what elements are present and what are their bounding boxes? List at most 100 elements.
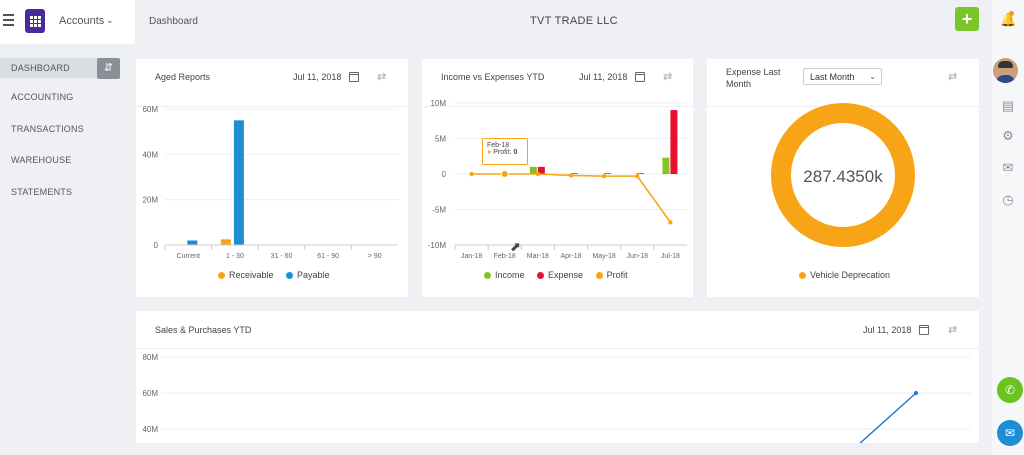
point-profit [568,173,574,178]
legend-dot-profit [595,272,603,279]
refresh-icon[interactable]: ⇄ [948,71,958,83]
sidebar-item-warehouse[interactable]: WAREHOUSE [11,155,72,165]
card-title: Sales & Purchases YTD [155,325,252,335]
legend-dot-income [484,272,491,279]
avatar[interactable] [993,58,1018,83]
legend-dot-payable [286,272,294,279]
x-tick-label: Jul-18 [661,253,680,260]
calendar-icon[interactable] [919,325,929,335]
x-tick-label: 1 - 30 [226,253,244,260]
card-header: Aged Reports Jul 11, 2018 ⇄ [136,59,408,107]
aged-reports-card: Aged Reports Jul 11, 2018 ⇄ 60M 40M 20M 0 Cu… [136,59,408,297]
sidebar-item-dashboard[interactable]: DASHBOARD [0,58,97,78]
layout-icon[interactable]: ▤ [1001,98,1015,113]
x-tick-label: 61 - 90 [317,253,339,260]
legend-dot-receivable [218,272,225,279]
y-tick-label: 10M [430,99,446,108]
card-title: Income vs Expenses YTD [441,72,545,82]
sidebar-item-accounting[interactable]: ACCOUNTING [11,92,74,102]
chat-icon[interactable]: ✉ [997,420,1023,446]
clock-icon[interactable]: ◷ [1002,192,1014,207]
chart-legend: Receivable Payable [208,270,330,280]
card-date[interactable]: Jul 11, 2018 [293,72,342,82]
bar-expense [571,173,578,174]
donut-center-value: 287.4350k [803,167,883,186]
bar-payable [187,240,198,245]
x-tick-label: > 90 [368,253,382,260]
chevron-down-icon[interactable]: ⌄ [106,15,114,25]
tooltip-title: Feb-18 [487,142,510,149]
income-expenses-chart: 10M 5M 0 -5M -10M Jan-18 Feb-18 Mar-18 Apr-18 May… [428,99,687,260]
calendar-icon[interactable] [635,72,645,82]
breadcrumb: Dashboard [149,16,198,27]
bar-income [529,166,537,174]
top-bar: Accounts ⌄ Dashboard TVT TRADE LLC + [0,0,992,44]
point-profit [500,170,509,178]
chart-legend: Vehicle Deprecation [789,270,890,280]
card-date[interactable]: Jul 11, 2018 [863,325,912,335]
refresh-icon[interactable]: ⇄ [663,71,673,83]
card-title-line2: Month [726,79,752,89]
brand-area: Accounts ⌄ [0,0,135,44]
add-button[interactable]: + [955,7,979,31]
period-select-value: Last Month [810,72,855,82]
point-profit [469,171,474,177]
bar-income [662,157,670,174]
chart-tooltip: Feb-18 ● Profit: 0 [482,138,528,165]
legend-label-income[interactable]: Income [495,270,525,280]
sales-purchases-card: Sales & Purchases YTD Jul 11, 2018 ⇄ 80M… [136,311,979,443]
legend-label-receivable[interactable]: Receivable [229,270,274,280]
x-tick-label: Jun-18 [627,253,649,260]
app-grid-icon[interactable] [25,9,45,33]
sidebar-item-transactions[interactable]: TRANSACTIONS [11,124,84,134]
refresh-icon[interactable]: ⇄ [377,71,387,83]
x-tick-label: Jan-18 [461,253,483,260]
y-tick-label: 20M [142,196,158,205]
card-date[interactable]: Jul 11, 2018 [579,72,628,82]
calendar-icon[interactable] [349,72,359,82]
sidebar: DASHBOARD ⇵ ACCOUNTING TRANSACTIONS WARE… [0,44,135,455]
phone-icon[interactable]: ✆ [997,377,1023,403]
card-title: Aged Reports [155,72,211,82]
expense-last-month-card: Expense Last Month ⇄ 287.4350k Vehicle D… [707,59,979,297]
point-profit [635,173,640,179]
y-tick-label: 60M [142,389,158,398]
bar-receivable [220,239,231,245]
y-tick-label: -5M [432,206,446,215]
sales-purchases-chart: 80M 60M 40M [142,353,971,443]
company-name: TVT TRADE LLC [530,15,618,27]
notification-dot [1009,11,1014,16]
bar-expense [637,173,645,174]
bar-expense [537,166,545,174]
donut-slice-vehicle-deprecation[interactable] [771,103,915,247]
hamburger-icon[interactable] [3,14,14,26]
chart-legend: Income Expense Profit [474,270,628,280]
y-tick-label: 5M [435,135,446,144]
period-select[interactable]: Last Month ⌄ [803,68,882,85]
line-point [914,391,918,395]
module-selector[interactable]: Accounts [59,15,105,27]
line-profit [471,173,672,223]
legend-dot-expense [537,272,545,279]
sidebar-item-statements[interactable]: STATEMENTS [11,187,73,197]
income-expenses-card: Income vs Expenses YTD Jul 11, 2018 ⇄ 10… [422,59,693,297]
mail-icon[interactable]: ✉ [1002,160,1014,175]
y-tick-label: 0 [442,170,447,179]
sliders-icon[interactable]: ⇵ [97,58,120,79]
card-header: Income vs Expenses YTD Jul 11, 2018 ⇄ [422,59,693,107]
y-tick-label: 0 [154,241,159,250]
chevron-down-icon: ⌄ [869,72,876,81]
legend-dot-vehicle-deprecation [799,272,806,279]
refresh-icon[interactable]: ⇄ [948,324,958,336]
legend-label-payable[interactable]: Payable [297,270,330,280]
bar-expense [670,110,678,174]
aged-reports-chart: 60M 40M 20M 0 Current 1 - 30 31 - 60 61 - 90 > 9… [142,105,398,260]
y-tick-label: 80M [142,353,158,362]
gear-icon[interactable]: ⚙ [1002,128,1014,143]
y-tick-label: -10M [428,241,447,250]
legend-label-expense[interactable]: Expense [548,270,584,280]
line-series [859,392,917,443]
x-tick-label: 31 - 60 [271,253,293,260]
legend-label-vehicle-deprecation[interactable]: Vehicle Deprecation [810,270,891,280]
legend-label-profit[interactable]: Profit [606,270,628,280]
